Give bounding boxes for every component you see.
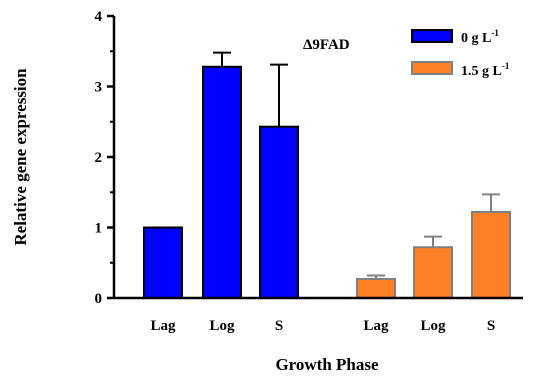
x-tick-label-1-lag: Lag — [150, 318, 176, 334]
chart-title: Δ9FAD — [303, 37, 350, 53]
x-axis-label: Growth Phase — [275, 355, 379, 374]
x-tick-labels: Lag Log S Lag Log S — [150, 318, 495, 334]
bar-1-log — [202, 65, 242, 300]
legend-swatch-series-1 — [411, 29, 453, 43]
y-tick-label-2: 2 — [95, 150, 103, 166]
error-bars-group — [213, 51, 500, 279]
x-tick-label-2-lag: Lag — [363, 318, 389, 334]
legend: 0 g L-1 1.5 g L-1 — [411, 28, 510, 79]
bar-2-s — [471, 210, 511, 300]
legend-swatch-series-2 — [411, 61, 453, 75]
y-tick-labels: 0 1 2 3 4 — [95, 9, 103, 307]
y-tick-label-4: 4 — [95, 9, 103, 25]
x-tick-label-2-log: Log — [420, 318, 446, 334]
legend-label-series-1: 0 g L-1 — [461, 28, 499, 46]
bar-2-lag — [356, 277, 396, 299]
x-tick-label-1-log: Log — [209, 318, 235, 334]
bar-2-log — [413, 246, 453, 300]
legend-label-series-2: 1.5 g L-1 — [461, 61, 510, 79]
bar-1-lag — [143, 226, 183, 299]
bars-group — [143, 65, 511, 300]
y-tick-label-1: 1 — [95, 221, 103, 237]
axes-group — [107, 14, 523, 300]
y-tick-label-0: 0 — [95, 291, 103, 307]
x-tick-label-2-s: S — [487, 318, 495, 334]
bar-1-s — [259, 125, 299, 299]
y-axis-label: Relative gene expression — [11, 68, 30, 246]
y-tick-label-3: 3 — [95, 80, 103, 96]
x-tick-label-1-s: S — [275, 318, 283, 334]
